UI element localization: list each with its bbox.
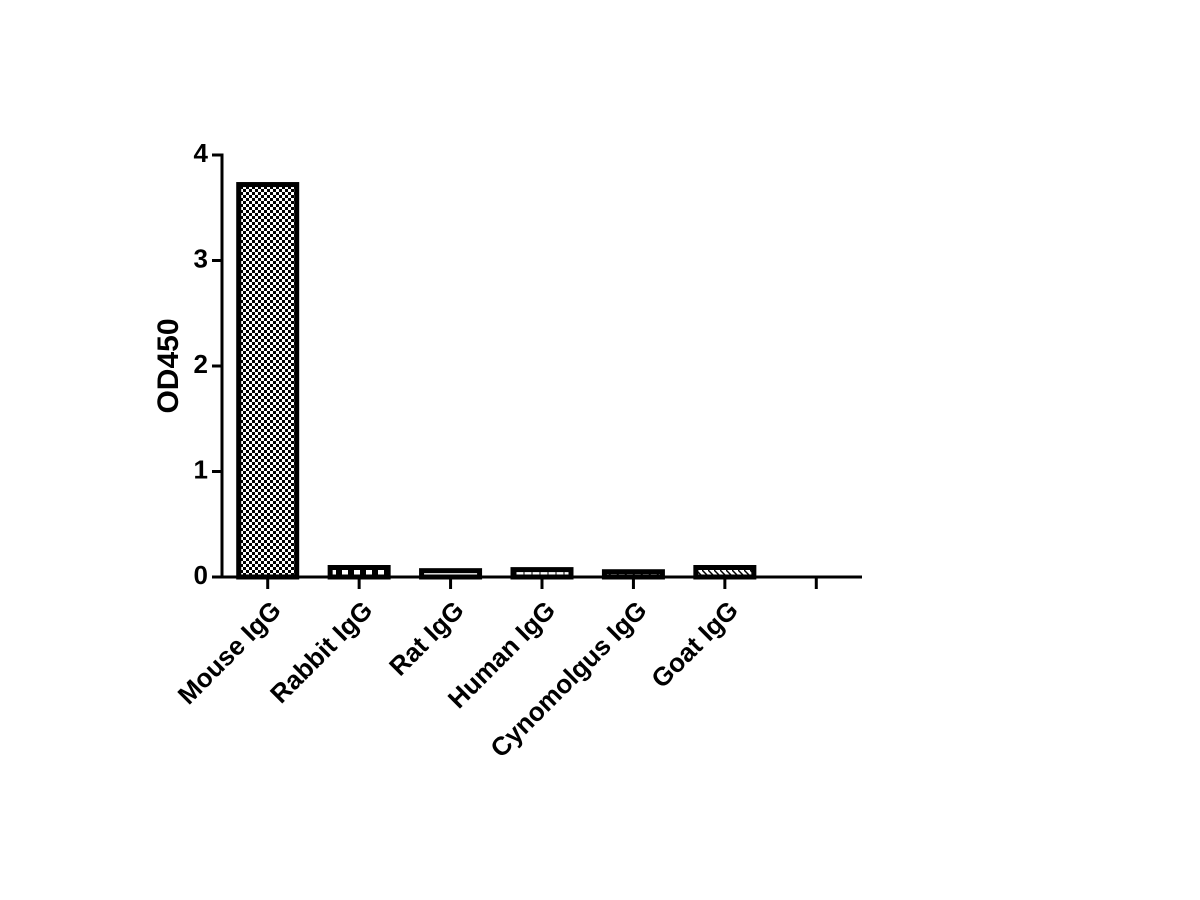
bar [601, 569, 665, 580]
bar [693, 565, 757, 580]
bar [236, 182, 300, 580]
bar [419, 568, 483, 580]
y-tick-label: 3 [194, 243, 208, 273]
bar [327, 565, 391, 580]
bar [510, 567, 574, 580]
y-tick-label: 4 [194, 138, 209, 168]
y-tick-label: 0 [194, 560, 208, 590]
y-tick-label: 1 [194, 454, 208, 484]
x-tick-label: Cynomolgus IgG [484, 595, 652, 763]
x-tick-label: Rat IgG [383, 595, 470, 682]
y-tick-label: 2 [194, 349, 208, 379]
x-tick-label: Goat IgG [645, 595, 744, 694]
y-axis-label: OD450 [152, 318, 185, 413]
